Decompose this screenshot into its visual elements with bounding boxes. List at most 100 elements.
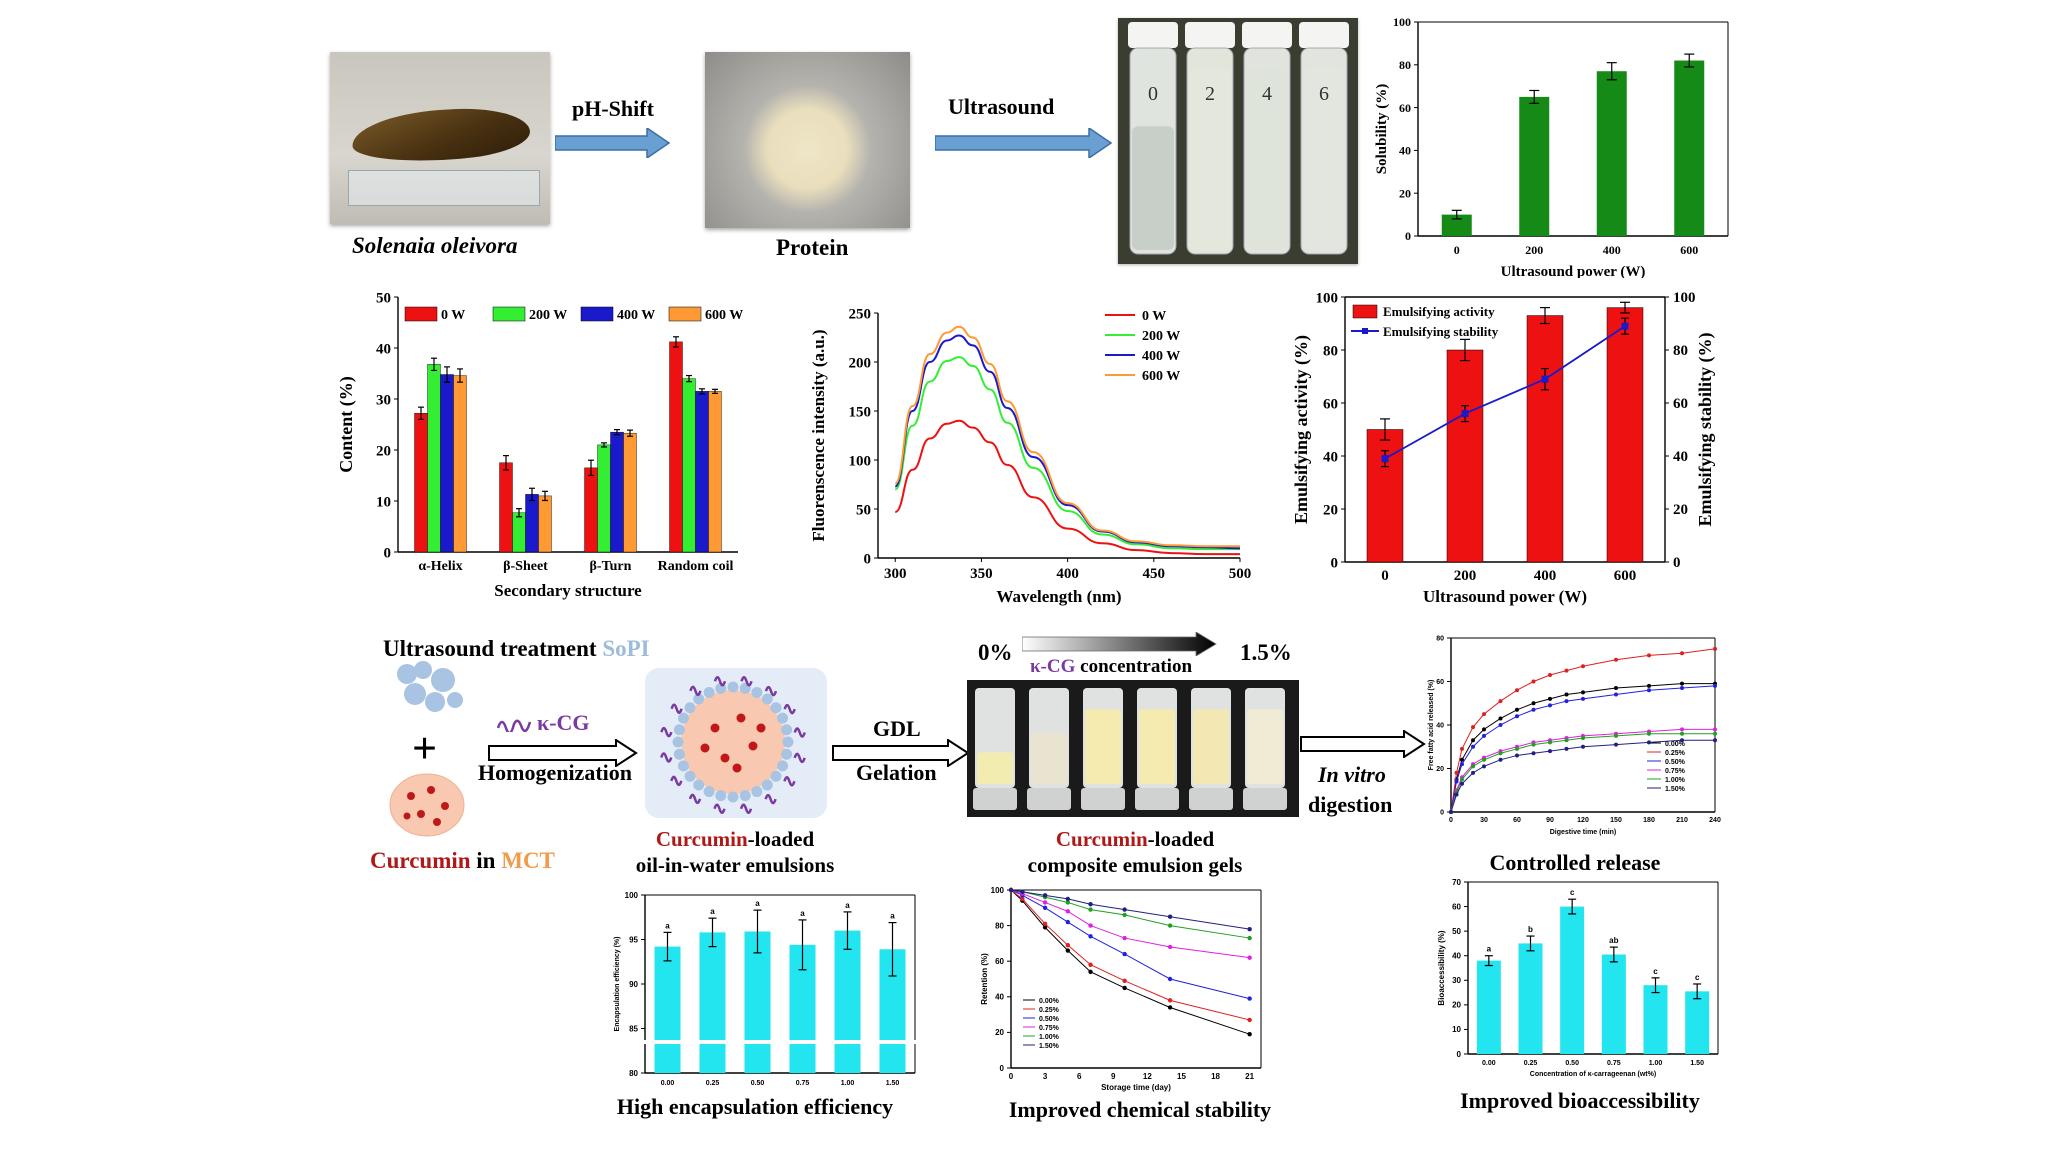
y-tick-label: 90 bbox=[629, 980, 638, 989]
kcg-wave-icon bbox=[497, 719, 531, 732]
data-point bbox=[1564, 699, 1569, 704]
bar bbox=[695, 391, 709, 553]
protein-particle bbox=[693, 779, 705, 791]
x-tick-label: 0.25 bbox=[1524, 1060, 1538, 1067]
y-tick-label: 40 bbox=[1399, 144, 1411, 158]
x-tick-label: 600 bbox=[1680, 243, 1698, 257]
curcumin-mct-droplet bbox=[389, 773, 465, 837]
x-axis-title: Ultrasound power (W) bbox=[1501, 264, 1646, 278]
x-tick-label: 200 bbox=[1454, 568, 1477, 584]
data-point bbox=[1498, 699, 1503, 704]
y-axis-title: Solubility (%) bbox=[1374, 84, 1390, 174]
data-point bbox=[1247, 926, 1252, 932]
data-point bbox=[1454, 770, 1459, 775]
data-point bbox=[1471, 770, 1475, 775]
vial-cap bbox=[1128, 22, 1178, 48]
kcg-strand bbox=[670, 703, 683, 714]
x-tick-label: 60 bbox=[1513, 817, 1521, 824]
significance-letter: ab bbox=[1609, 936, 1618, 945]
y-tick-label: 250 bbox=[849, 306, 872, 322]
protein-particle bbox=[684, 770, 696, 782]
data-point bbox=[1614, 733, 1618, 738]
significance-letter: b bbox=[1528, 925, 1533, 934]
axis-break bbox=[641, 1040, 919, 1044]
data-point bbox=[1713, 683, 1717, 688]
y2-tick-label: 40 bbox=[1673, 449, 1688, 465]
data-point bbox=[1471, 744, 1475, 749]
significance-letter: a bbox=[755, 899, 760, 908]
data-point bbox=[1548, 672, 1552, 677]
gel-loaded-word: -loaded bbox=[1147, 827, 1215, 851]
x-tick-label: 240 bbox=[1709, 817, 1721, 824]
y-tick-label: 20 bbox=[1436, 766, 1444, 773]
x-axis-title: Digestive time (min) bbox=[1550, 829, 1617, 836]
y-tick-label: 30 bbox=[1452, 976, 1461, 985]
bar bbox=[525, 494, 539, 553]
data-point bbox=[1498, 716, 1503, 721]
y-tick-label: 0 bbox=[1000, 1064, 1005, 1073]
legend-label: 1.50% bbox=[1039, 1043, 1060, 1050]
curcumin-word: Curcumin bbox=[370, 848, 471, 873]
tube-cap bbox=[1189, 788, 1233, 810]
protein-particle bbox=[727, 791, 739, 803]
data-point bbox=[1167, 944, 1173, 950]
vial-liquid bbox=[1246, 68, 1288, 250]
protein-particle bbox=[727, 681, 739, 693]
x-tick-label: α-Helix bbox=[418, 559, 462, 574]
legend-label: 600 W bbox=[1142, 369, 1180, 384]
legend-label: Emulsifying stability bbox=[1383, 324, 1499, 339]
bar bbox=[538, 495, 552, 553]
data-point bbox=[1515, 746, 1519, 751]
y-tick-label: 0 bbox=[1440, 809, 1444, 816]
tube-gel bbox=[1031, 733, 1067, 784]
legend-swatch bbox=[580, 306, 614, 322]
y-tick-label: 100 bbox=[991, 886, 1005, 895]
x-axis-title: Ultrasound power (W) bbox=[1423, 587, 1587, 606]
vial-cap bbox=[1185, 22, 1235, 48]
data-point bbox=[1460, 757, 1464, 762]
kcg-strand bbox=[793, 752, 806, 764]
emulsion-caption: Curcumin-loaded oil-in-water emulsions bbox=[620, 826, 850, 878]
y-tick-label: 100 bbox=[1316, 290, 1339, 306]
plus-sign: + bbox=[412, 724, 438, 773]
data-point bbox=[1008, 887, 1014, 893]
digestion-label: digestion bbox=[1308, 792, 1393, 817]
bar bbox=[1643, 985, 1668, 1054]
y-tick-label: 95 bbox=[629, 935, 638, 944]
gel-tubes-drawing bbox=[973, 688, 1287, 810]
data-point bbox=[1471, 738, 1475, 743]
y-axis-title: Encapsulation efficiency (%) bbox=[614, 937, 621, 1032]
ultrasound-label: Ultrasound bbox=[948, 94, 1055, 119]
protein-particle bbox=[770, 770, 782, 782]
bar bbox=[427, 364, 441, 553]
bar bbox=[1519, 96, 1550, 237]
bar bbox=[1606, 307, 1644, 563]
y-tick-label: 80 bbox=[995, 921, 1004, 930]
data-point bbox=[1167, 923, 1173, 928]
y-tick-label: 80 bbox=[1399, 58, 1411, 72]
protein-particle bbox=[761, 779, 773, 791]
kcg-strand bbox=[688, 793, 702, 805]
y-tick-label: 0 bbox=[1331, 555, 1339, 571]
data-point bbox=[1548, 703, 1552, 708]
significance-letter: c bbox=[1570, 888, 1575, 897]
bar bbox=[1596, 71, 1627, 236]
tube-gel bbox=[977, 752, 1013, 784]
bioaccessibility-chart: 0 10 20 30 40 50 60 70 a 0.00 b 0.25 c 0.50 ab 0.75 c 1.0… bbox=[1432, 872, 1732, 1087]
x-tick-label: 3 bbox=[1043, 1072, 1048, 1081]
emulsion-loaded-word: -loaded bbox=[747, 827, 815, 851]
data-point bbox=[1680, 738, 1684, 743]
data-point bbox=[1614, 686, 1618, 691]
bar bbox=[1674, 60, 1705, 236]
kcg-strand bbox=[783, 776, 796, 787]
mussel-shell bbox=[350, 103, 532, 167]
series-line bbox=[894, 419, 1240, 556]
data-point bbox=[1020, 896, 1025, 902]
protein-particle bbox=[703, 686, 715, 698]
protein-particle bbox=[777, 760, 789, 772]
legend-label: 0.25% bbox=[1039, 1007, 1060, 1014]
data-point bbox=[1581, 736, 1585, 741]
data-point bbox=[1548, 749, 1552, 754]
y-tick-label: 50 bbox=[1452, 927, 1461, 936]
gel-line2: composite emulsion gels bbox=[1027, 853, 1243, 877]
